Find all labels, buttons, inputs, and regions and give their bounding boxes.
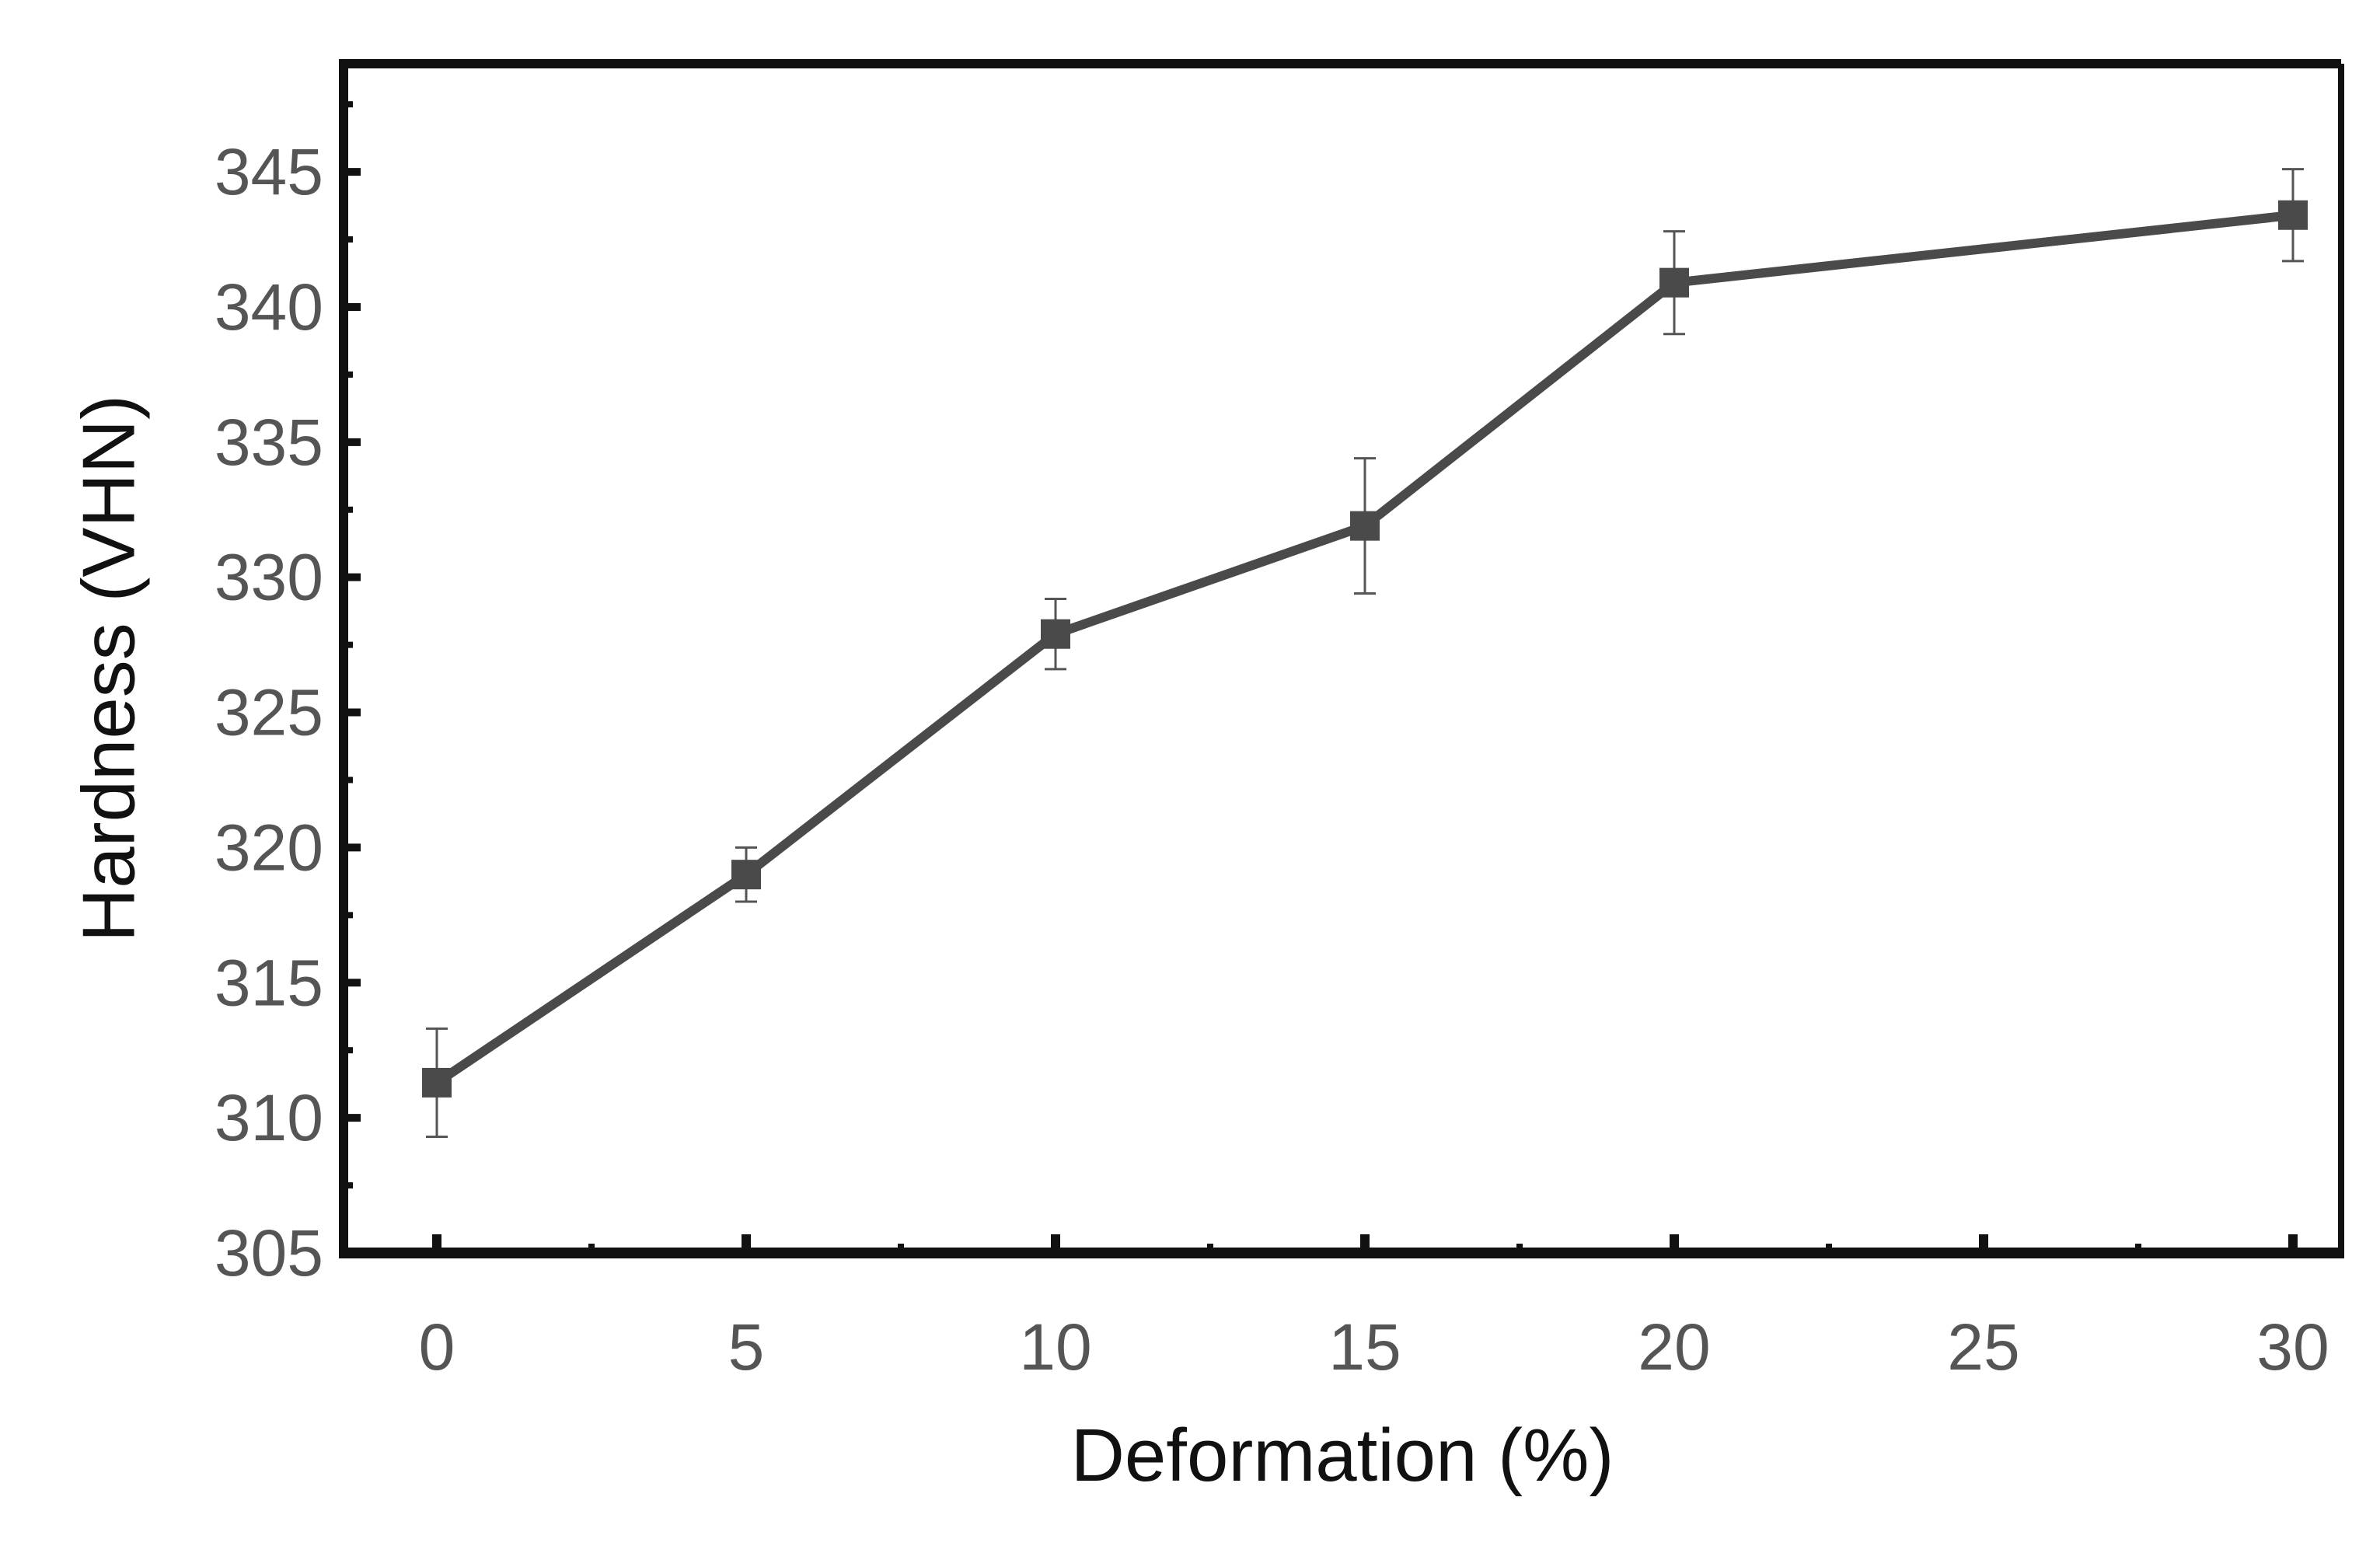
y-tick-label: 320 <box>215 811 323 884</box>
x-axis-title: Deformation (%) <box>1071 1414 1614 1497</box>
y-tick-label: 335 <box>215 406 323 479</box>
y-axis-title: Hardness (VHN) <box>68 395 151 942</box>
y-tick-label: 325 <box>215 676 323 749</box>
ticks-layer: 305 310 315 320 325 330 335 340 345 0 5 10 15 20 25 30 <box>215 101 2329 1384</box>
data-point-marker <box>422 1067 452 1098</box>
x-tick-label: 5 <box>728 1310 765 1384</box>
y-tick-label: 330 <box>215 541 323 614</box>
y-tick-label: 315 <box>215 946 323 1019</box>
y-tick-label: 310 <box>215 1081 323 1154</box>
x-tick-label: 10 <box>1019 1310 1091 1384</box>
x-tick-label: 0 <box>419 1310 455 1384</box>
x-tick-label: 15 <box>1328 1310 1401 1384</box>
data-point-marker <box>1350 511 1380 541</box>
data-layer <box>422 168 2308 1138</box>
x-tick-label: 30 <box>2256 1310 2329 1384</box>
y-tick-label: 345 <box>215 135 323 208</box>
data-point-marker <box>2278 200 2308 230</box>
axes-layer <box>339 59 2344 1258</box>
y-tick-label: 340 <box>215 270 323 344</box>
series-line <box>432 210 2298 1087</box>
x-tick-label: 20 <box>1638 1310 1710 1384</box>
data-point-marker <box>1041 619 1070 649</box>
x-tick-label: 25 <box>1947 1310 2019 1384</box>
data-point-marker <box>1659 267 1689 298</box>
y-tick-label: 305 <box>215 1216 323 1289</box>
data-point-marker <box>731 860 761 890</box>
